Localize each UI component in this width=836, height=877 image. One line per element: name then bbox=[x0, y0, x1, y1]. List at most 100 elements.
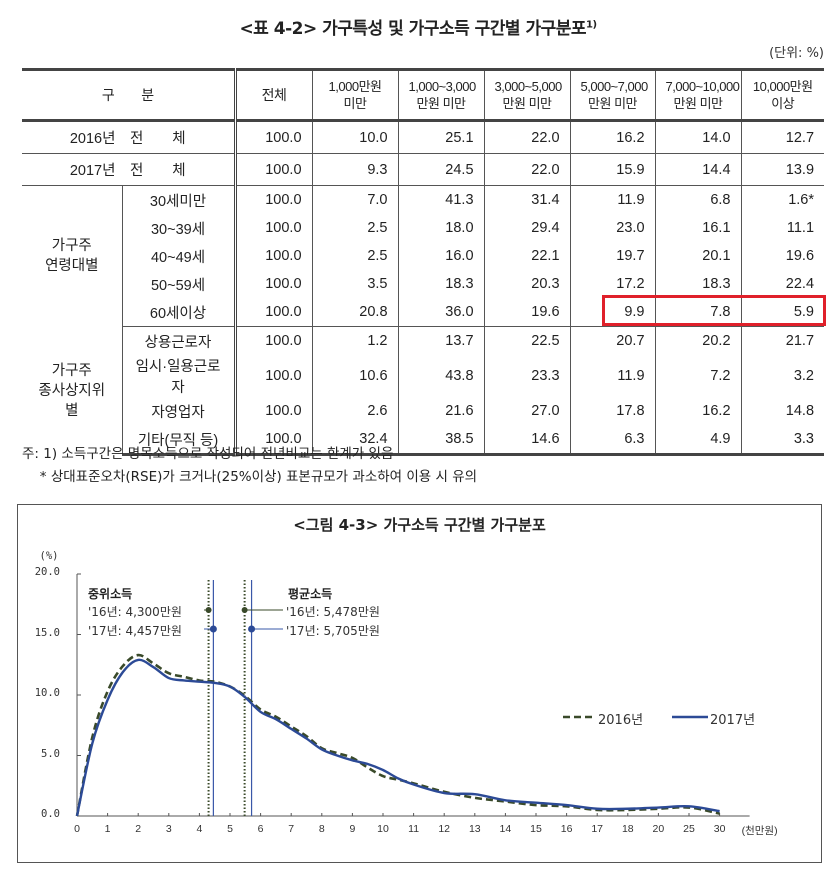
value-cell: 10.0 bbox=[311, 120, 399, 154]
median-2016-label: '16년: 4,300만원 bbox=[88, 605, 182, 619]
x-tick-label: 17 bbox=[591, 823, 604, 835]
value-cell: 14.4 bbox=[654, 153, 742, 186]
median-2016-marker bbox=[205, 607, 212, 613]
value-cell: 2.6 bbox=[311, 397, 399, 425]
value-cell: 20.7 bbox=[569, 326, 656, 355]
value-cell: 11.9 bbox=[569, 355, 656, 397]
mean-2017-marker bbox=[248, 625, 256, 633]
value-cell: 2.5 bbox=[311, 214, 399, 242]
value-cell: 32.4 bbox=[311, 425, 399, 456]
x-tick-label: 10 bbox=[377, 823, 389, 835]
header-row: 구 분 전체 1,000만원 미만 1,000~3,000 만원 미만 3,000~… bbox=[22, 68, 825, 122]
row-label: 60세이상 bbox=[122, 298, 236, 327]
row-label: 50~59세 bbox=[150, 277, 206, 294]
x-tick-label: 7 bbox=[288, 823, 295, 835]
value-cell: 20.8 bbox=[311, 298, 399, 327]
table-row: 가구주 연령대별 30세미만 100.0 7.0 41.3 31.4 11.9 6.8 1.6* bbox=[22, 185, 825, 327]
value-cell: 4.9 bbox=[654, 425, 742, 456]
value-cell: 100.0 bbox=[233, 120, 313, 154]
value-cell: 22.4 bbox=[740, 270, 825, 298]
x-tick-label: 5 bbox=[227, 823, 233, 835]
row-label: 임시·일용근로자 bbox=[135, 359, 221, 396]
y-tick-label: 0.0 bbox=[41, 808, 60, 820]
series-lines bbox=[75, 653, 720, 817]
table-row: 가구주 종사상지위별 상용근로자 100.0 1.2 13.7 22.5 20.7 20.2 21… bbox=[22, 326, 825, 455]
header-bin-1: 1,000만원 미만 bbox=[311, 68, 399, 122]
value-cell: 3.2 bbox=[740, 355, 825, 397]
chart-title: <그림 4-3> 가구소득 구간별 가구분포 bbox=[293, 516, 546, 534]
mean-2016-marker bbox=[241, 607, 248, 613]
value-cell: 21.7 bbox=[740, 326, 825, 355]
value-cell: 23.3 bbox=[483, 355, 571, 397]
x-tick-label: 8 bbox=[318, 823, 325, 835]
y-tick-label: 20.0 bbox=[34, 566, 60, 578]
row-label: 2017년 전 체 bbox=[22, 153, 236, 186]
median-2017-label: '17년: 4,457만원 bbox=[88, 624, 182, 638]
x-tick-label: 3 bbox=[165, 823, 172, 835]
row-label: 2016년 전 체 bbox=[22, 120, 236, 154]
table-row: 60세이상 100.0 20.8 36.0 19.6 9.9 7.8 5.9 bbox=[22, 298, 825, 327]
value-cell: 100.0 bbox=[233, 397, 313, 425]
header-bin-4: 5,000~7,000 만원 미만 bbox=[569, 68, 656, 122]
header-category: 구 분 bbox=[22, 68, 236, 122]
value-cell: 14.8 bbox=[740, 397, 825, 425]
table-row: 30~39세 100.0 2.5 18.0 29.4 23.0 16.1 11.1 bbox=[22, 214, 825, 242]
x-tick-label: 4 bbox=[196, 823, 203, 835]
value-cell: 14.6 bbox=[483, 425, 571, 456]
value-cell: 100.0 bbox=[233, 298, 313, 327]
value-cell: 41.3 bbox=[397, 185, 485, 214]
value-cell: 5.9 bbox=[740, 298, 825, 327]
chart-frame bbox=[17, 504, 822, 863]
value-cell: 100.0 bbox=[233, 242, 313, 270]
value-cell: 100.0 bbox=[233, 355, 313, 397]
header-bin-5: 7,000~10,000 만원 미만 bbox=[654, 68, 742, 122]
table-row-summary: 2017년 전 체 100.0 9.3 24.5 22.0 15.9 14.4 13.9 bbox=[22, 153, 825, 186]
value-cell: 13.7 bbox=[397, 326, 485, 355]
row-label: 30~39세 bbox=[150, 221, 206, 238]
mean-2017-label: '17년: 5,705만원 bbox=[286, 624, 380, 638]
value-cell: 20.2 bbox=[654, 326, 742, 355]
x-tick-label: 6 bbox=[257, 823, 264, 835]
value-cell: 100.0 bbox=[233, 326, 313, 355]
value-cell: 21.6 bbox=[397, 397, 485, 425]
header-bin-2: 1,000~3,000 만원 미만 bbox=[397, 68, 485, 122]
footnote-1: 주: 1) 소득구간은 명목소득으로 작성되어 전년비교는 한계가 있음 bbox=[22, 446, 394, 462]
distribution-table: 구 분 전체 1,000만원 미만 1,000~3,000 만원 미만 3,000~… bbox=[22, 68, 825, 456]
table-row: 50~59세 100.0 3.5 18.3 20.3 17.2 18.3 22.4 bbox=[22, 270, 825, 298]
value-cell: 18.3 bbox=[397, 270, 485, 298]
value-cell: 20.3 bbox=[483, 270, 571, 298]
group-label: 가구주 종사상지위별 bbox=[22, 326, 123, 455]
value-cell: 100.0 bbox=[233, 153, 313, 186]
value-cell: 19.6 bbox=[483, 298, 571, 327]
x-tick-label: 11 bbox=[408, 823, 420, 835]
value-cell: 43.8 bbox=[397, 355, 485, 397]
value-cell: 3.5 bbox=[311, 270, 399, 298]
legend-2017: 2017년 bbox=[710, 713, 756, 728]
row-label: 40~49세 bbox=[150, 249, 206, 266]
value-cell: 100.0 bbox=[233, 425, 313, 456]
value-cell: 6.8 bbox=[654, 185, 742, 214]
value-cell: 7.0 bbox=[311, 185, 399, 214]
value-cell: 10.6 bbox=[311, 355, 399, 397]
value-cell: 36.0 bbox=[397, 298, 485, 327]
x-tick-label: 13 bbox=[468, 823, 481, 835]
value-cell: 22.1 bbox=[483, 242, 571, 270]
axes bbox=[76, 573, 750, 817]
value-cell: 100.0 bbox=[233, 185, 313, 214]
x-tick-label: 15 bbox=[530, 823, 542, 835]
x-tick-label: 18 bbox=[621, 823, 634, 835]
group-label: 가구주 연령대별 bbox=[22, 185, 123, 327]
value-cell: 3.3 bbox=[740, 425, 825, 456]
row-label: 상용근로자 bbox=[144, 334, 212, 351]
y-tick-label: 10.0 bbox=[34, 687, 60, 699]
value-cell: 7.8 bbox=[654, 298, 742, 327]
value-cell: 18.0 bbox=[397, 214, 485, 242]
row-label: 기타(무직 등) bbox=[122, 425, 236, 456]
x-tick-label: 20 bbox=[652, 823, 665, 835]
value-cell: 27.0 bbox=[483, 397, 571, 425]
value-cell: 22.0 bbox=[483, 153, 571, 186]
x-tick-label: 12 bbox=[438, 823, 451, 835]
value-cell: 31.4 bbox=[483, 185, 571, 214]
value-cell: 29.4 bbox=[483, 214, 571, 242]
